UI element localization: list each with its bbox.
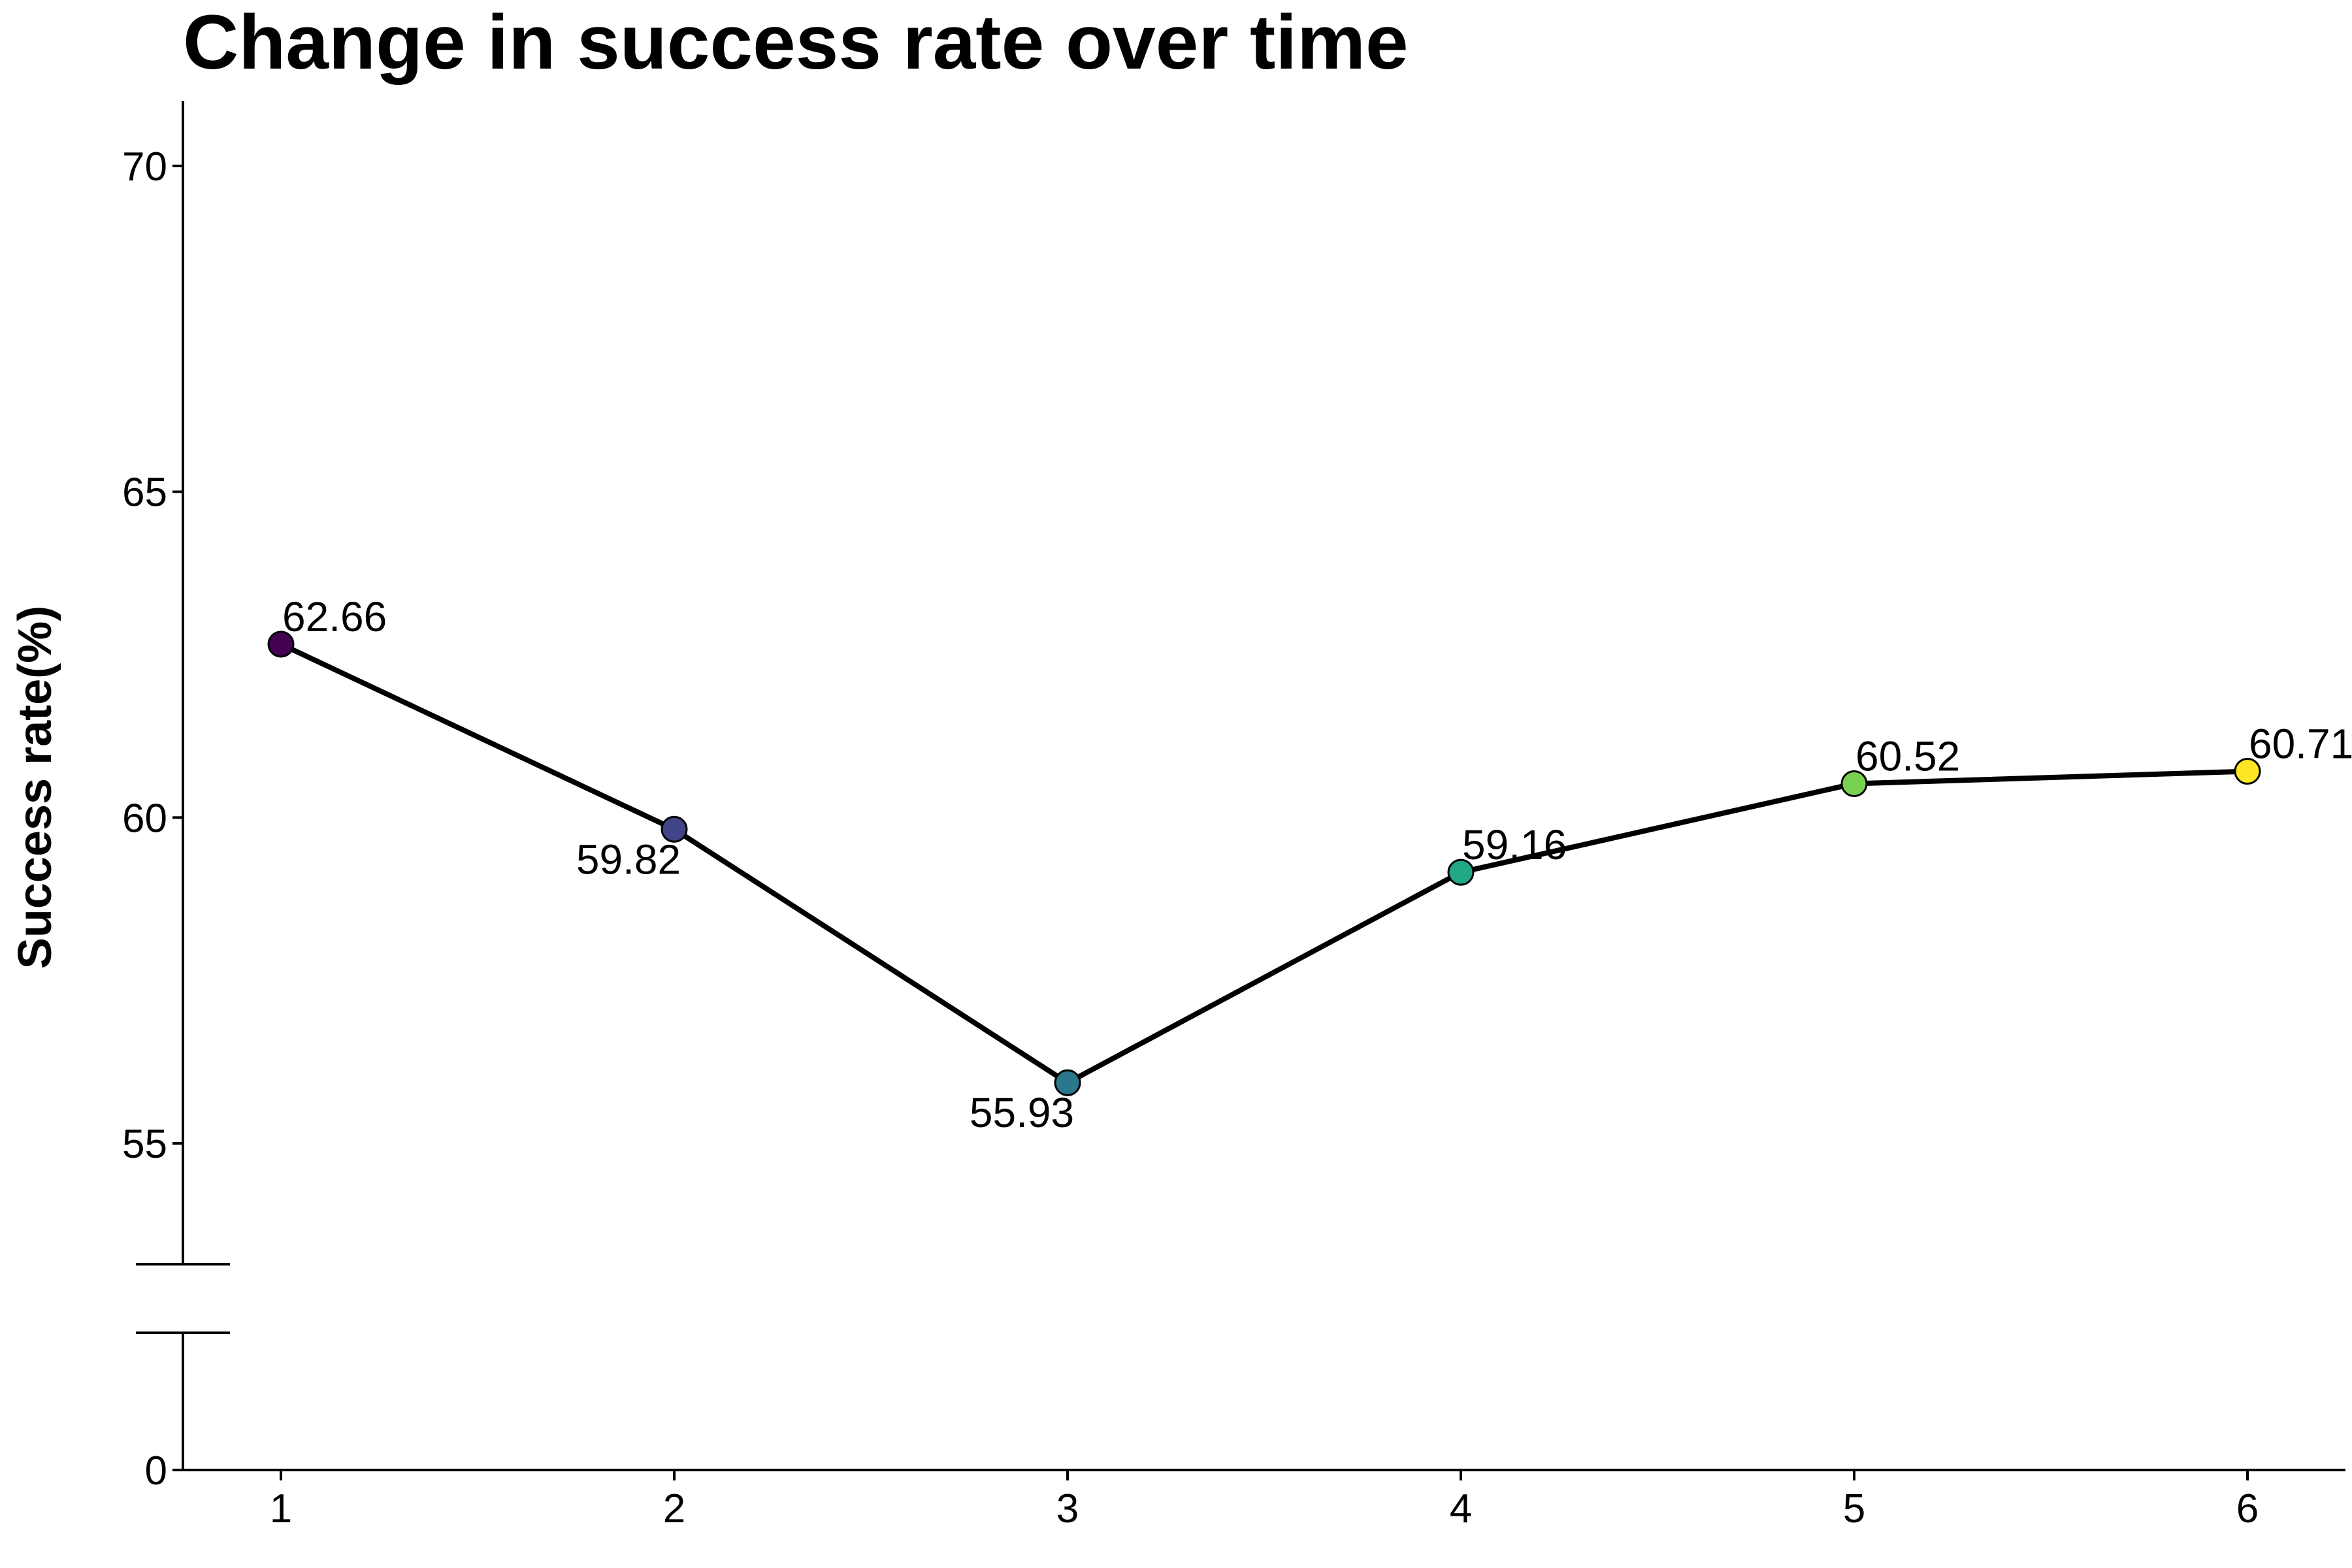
data-point: [1054, 1069, 1081, 1096]
chart-title: Change in success rate over time: [183, 0, 1409, 86]
data-point: [1840, 770, 1868, 797]
data-point: [267, 630, 295, 658]
x-tick-label: 4: [1450, 1486, 1472, 1531]
data-label: 62.66: [282, 593, 387, 640]
y-tick-label: 55: [122, 1122, 167, 1167]
y-tick-label: 0: [145, 1448, 167, 1494]
y-tick-label: 70: [122, 144, 167, 189]
x-tick-label: 5: [1843, 1486, 1865, 1531]
data-point: [2234, 758, 2261, 785]
data-point: [661, 815, 688, 843]
data-label: 55.93: [970, 1089, 1074, 1136]
data-label: 60.71: [2249, 721, 2352, 768]
series-line: [280, 642, 2248, 1086]
data-label: 60.52: [1855, 732, 1960, 779]
y-tick-label: 60: [122, 796, 167, 841]
x-tick-label: 1: [270, 1486, 292, 1531]
x-tick-label: 2: [663, 1486, 685, 1531]
data-point: [1447, 858, 1475, 886]
data-label: 59.16: [1462, 821, 1567, 868]
data-label: 59.82: [576, 836, 681, 883]
x-tick-label: 3: [1056, 1486, 1079, 1531]
y-axis-title: Success rate(%): [9, 606, 61, 969]
y-tick-label: 65: [122, 470, 167, 515]
x-tick-label: 6: [2236, 1486, 2259, 1531]
